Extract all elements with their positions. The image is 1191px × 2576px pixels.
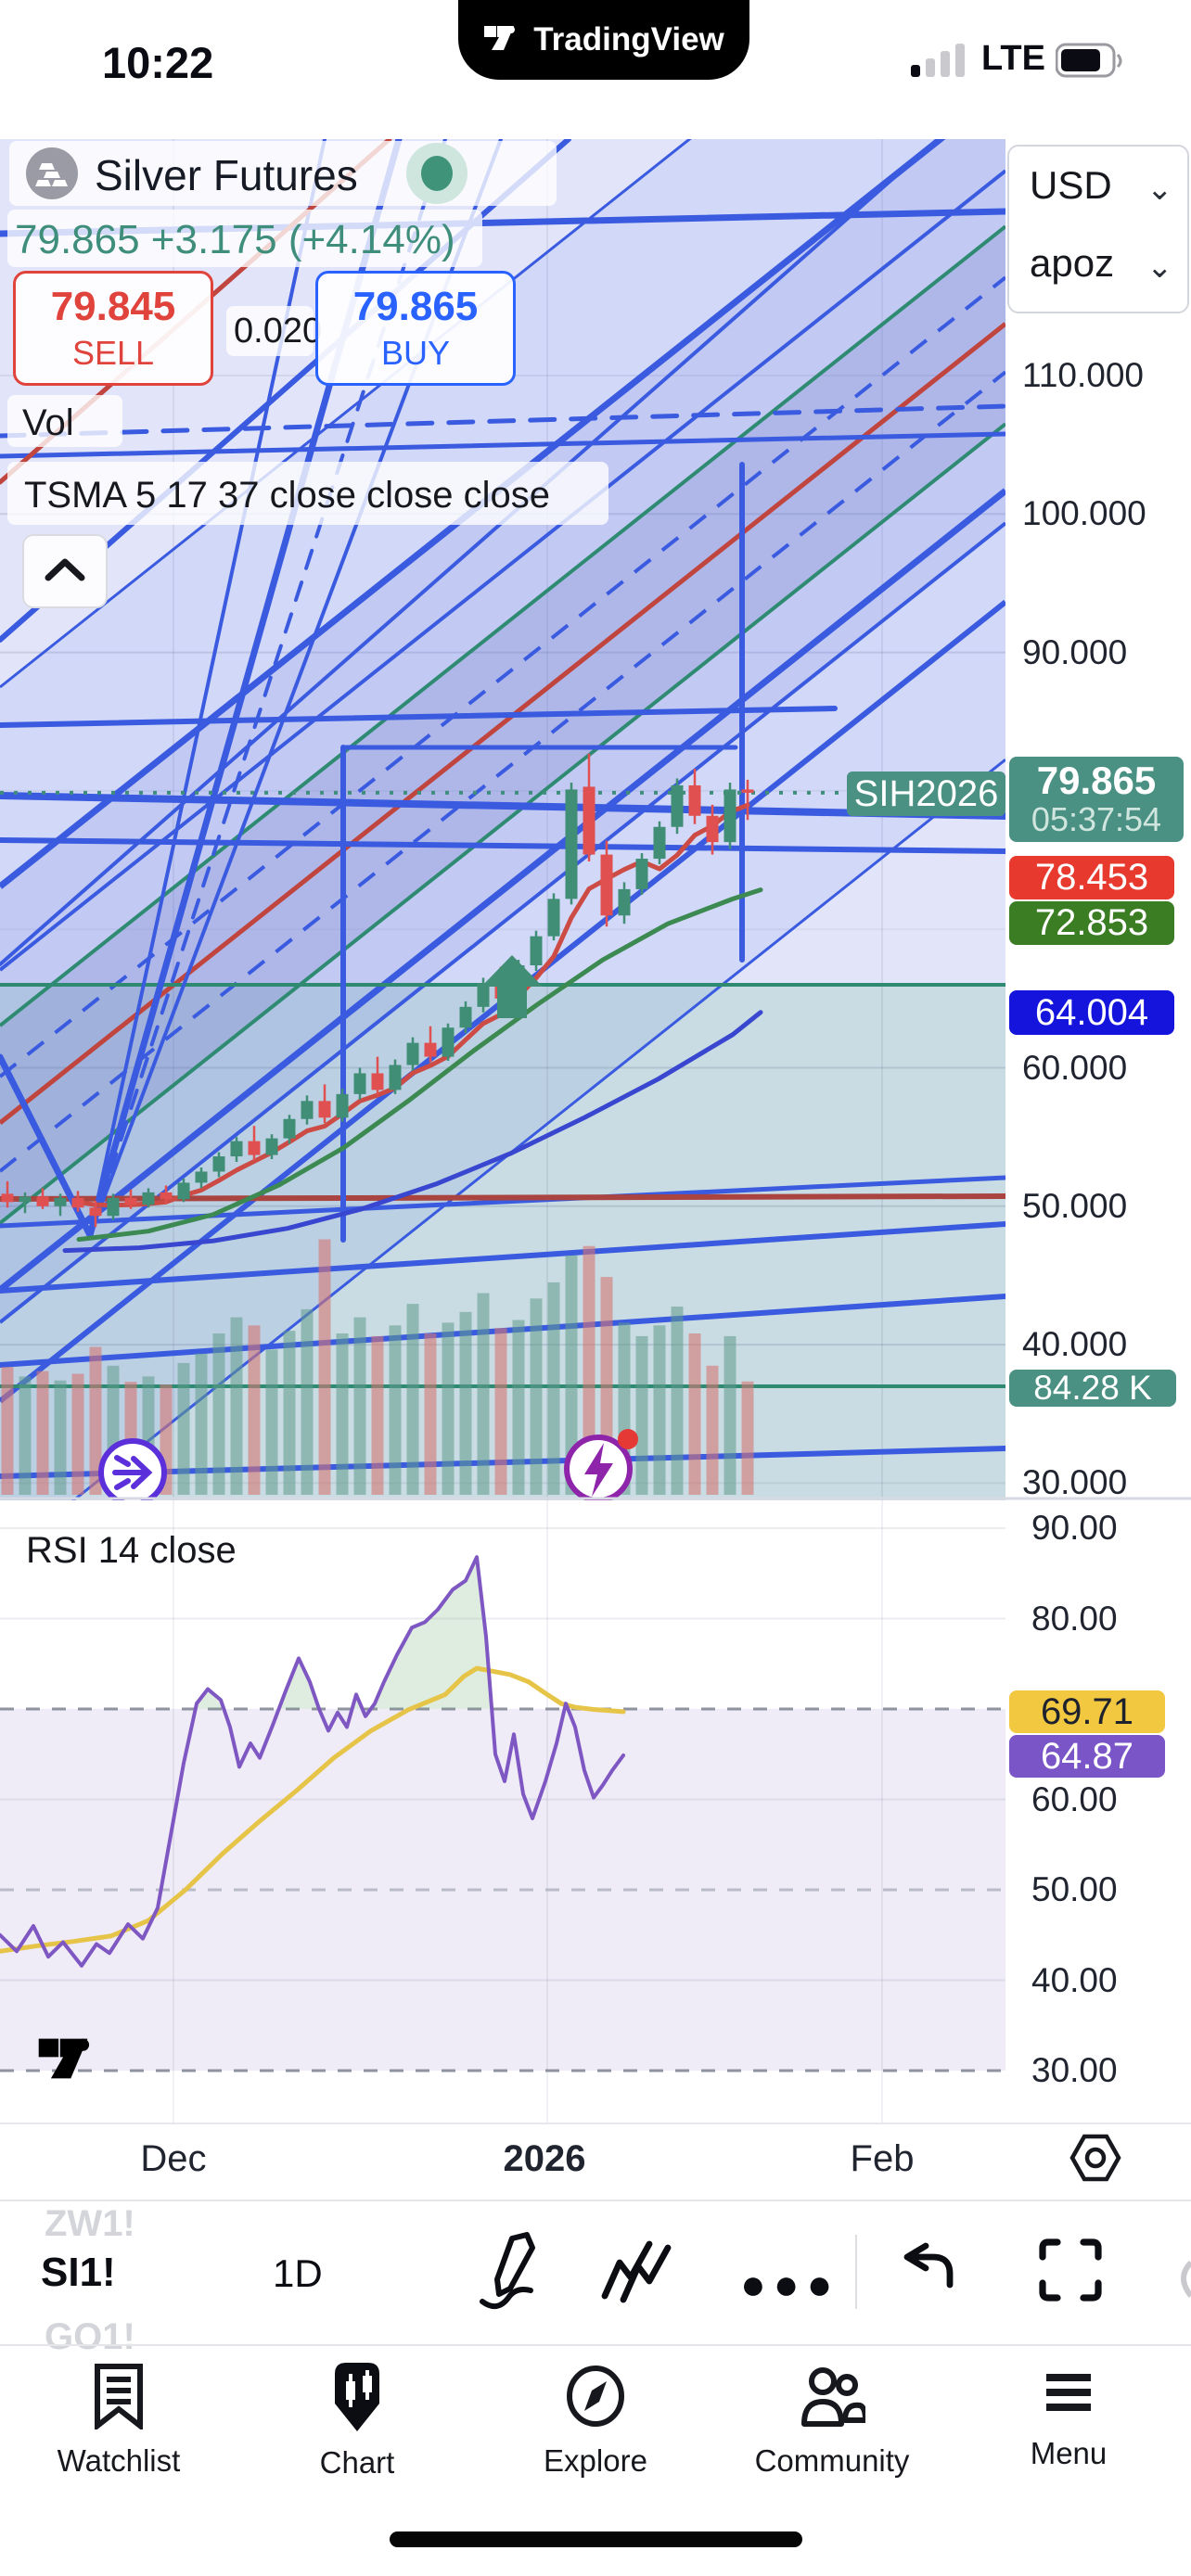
- chart-icon: [327, 2363, 387, 2435]
- symbol-header[interactable]: Silver Futures: [9, 141, 557, 206]
- bottom-nav: Watchlist Chart Explore: [0, 2352, 1191, 2519]
- price-tick: 50.000: [1022, 1186, 1128, 1225]
- vol-label: Vol: [22, 402, 74, 443]
- toolbar-divider: [855, 2235, 857, 2309]
- nav-community[interactable]: Community: [735, 2363, 929, 2479]
- ma-fast-badge: 78.453: [1009, 856, 1174, 899]
- chevron-up-icon: [45, 557, 85, 586]
- symbol-title: Silver Futures: [95, 151, 358, 199]
- interval-button[interactable]: 1D: [273, 2251, 323, 2295]
- home-indicator: [390, 2531, 802, 2547]
- community-icon: [799, 2367, 868, 2433]
- menu-icon: [1039, 2374, 1098, 2426]
- network-label: LTE: [981, 39, 1045, 78]
- rsi-legend[interactable]: RSI 14 close: [26, 1530, 237, 1571]
- watchlist-icon: [90, 2364, 147, 2433]
- draw-icon[interactable]: [471, 2231, 542, 2315]
- ma-slow-badge: 64.004: [1009, 990, 1174, 1035]
- price-tick: 60.000: [1022, 1048, 1128, 1087]
- nav-explore[interactable]: Explore: [498, 2363, 693, 2479]
- nav-chart[interactable]: Chart: [260, 2363, 455, 2480]
- nav-label: Watchlist: [57, 2443, 181, 2478]
- nav-menu[interactable]: Menu: [971, 2363, 1166, 2471]
- spread-value: 0.020: [234, 312, 323, 351]
- rsi-ma-badge: 69.71: [1009, 1690, 1165, 1733]
- status-bar: 10:22 TradingView LTE: [0, 0, 1191, 139]
- time-axis-label: 2026: [503, 2138, 586, 2179]
- price-tick: 110.000: [1022, 356, 1144, 394]
- nav-label: Community: [754, 2443, 910, 2478]
- price-tick: 100.000: [1022, 494, 1146, 533]
- camera-icon[interactable]: [1172, 2259, 1191, 2304]
- market-open-indicator: [406, 143, 467, 204]
- ghost-symbol-top: ZW1!: [45, 2203, 135, 2244]
- currency-select[interactable]: USD ⌄: [1009, 147, 1187, 228]
- indicators-icon[interactable]: [601, 2237, 679, 2308]
- symbol-tag-badge: SIH2026: [847, 772, 1005, 816]
- tsma-legend[interactable]: [7, 462, 608, 525]
- sell-price: 79.845: [50, 284, 176, 329]
- last-price-badge: 79.865 05:37:54: [1009, 757, 1184, 842]
- rsi-tick: 80.00: [1031, 1599, 1118, 1638]
- price-tick: 30.000: [1022, 1463, 1128, 1502]
- buy-price: 79.865: [352, 284, 479, 329]
- time-axis-label: Dec: [140, 2138, 207, 2179]
- silver-symbol-icon: [26, 147, 78, 204]
- fullscreen-icon[interactable]: [1035, 2235, 1106, 2310]
- volume-badge: 84.28 K: [1009, 1369, 1176, 1407]
- last-price-value: 79.865: [1036, 759, 1157, 802]
- axis-settings-icon[interactable]: [1069, 2133, 1122, 2187]
- nav-label: Menu: [1030, 2436, 1108, 2470]
- ma-mid-badge: 72.853: [1009, 901, 1174, 945]
- nav-watchlist[interactable]: Watchlist: [21, 2363, 216, 2479]
- unit-select[interactable]: apoz ⌄: [1009, 228, 1187, 310]
- unit-value: apoz: [1030, 241, 1115, 285]
- rsi-tick: 50.00: [1031, 1870, 1118, 1908]
- clock: 10:22: [102, 38, 214, 87]
- nav-label: Chart: [319, 2445, 395, 2480]
- rsi-tick: 90.00: [1031, 1509, 1118, 1547]
- buy-label: BUY: [380, 334, 451, 372]
- tsma-label: TSMA 5 17 37 close close close: [24, 475, 550, 516]
- sell-button[interactable]: 79.845 SELL: [13, 271, 213, 386]
- chevron-down-icon: ⌄: [1146, 249, 1173, 285]
- rsi-tick: 40.00: [1031, 1960, 1118, 1999]
- vol-legend[interactable]: [7, 395, 122, 447]
- price-line: [7, 210, 482, 267]
- time-axis[interactable]: Dec 2026 Feb: [0, 2125, 1191, 2190]
- explore-icon: [564, 2366, 627, 2433]
- price-tick: 40.000: [1022, 1325, 1128, 1364]
- tradingview-logo-icon: [483, 22, 520, 58]
- undo-icon[interactable]: [892, 2238, 959, 2304]
- rsi-value-badge: 64.87: [1009, 1735, 1165, 1778]
- price-tick: 90.000: [1022, 632, 1128, 671]
- ghost-symbol-bottom: GO1!: [45, 2316, 135, 2357]
- currency-panel: USD ⌄ apoz ⌄: [1007, 145, 1189, 313]
- tradingview-watermark-icon: [37, 2033, 98, 2089]
- collapse-button[interactable]: [22, 534, 108, 608]
- more-icon[interactable]: ●●●: [740, 2260, 840, 2308]
- dynamic-island: TradingView: [458, 0, 749, 80]
- time-axis-label: Feb: [850, 2138, 915, 2179]
- currency-value: USD: [1030, 163, 1112, 207]
- rsi-tick: 60.00: [1031, 1779, 1118, 1818]
- symbol-button[interactable]: SI1!: [41, 2250, 116, 2295]
- last-price-change: 79.865 +3.175 (+4.14%): [15, 217, 455, 262]
- battery-icon: [1055, 43, 1128, 84]
- bar-countdown: 05:37:54: [1031, 800, 1162, 838]
- buy-button[interactable]: 79.865 BUY: [315, 271, 516, 386]
- spread-pill: [226, 306, 314, 356]
- nav-label: Explore: [544, 2443, 647, 2478]
- sell-label: SELL: [71, 334, 155, 372]
- chevron-down-icon: ⌄: [1146, 172, 1173, 207]
- signal-icon: [911, 41, 972, 83]
- chart-canvas[interactable]: [0, 0, 1191, 2124]
- rsi-tick: 30.00: [1031, 2051, 1118, 2089]
- island-app-name: TradingView: [533, 21, 724, 57]
